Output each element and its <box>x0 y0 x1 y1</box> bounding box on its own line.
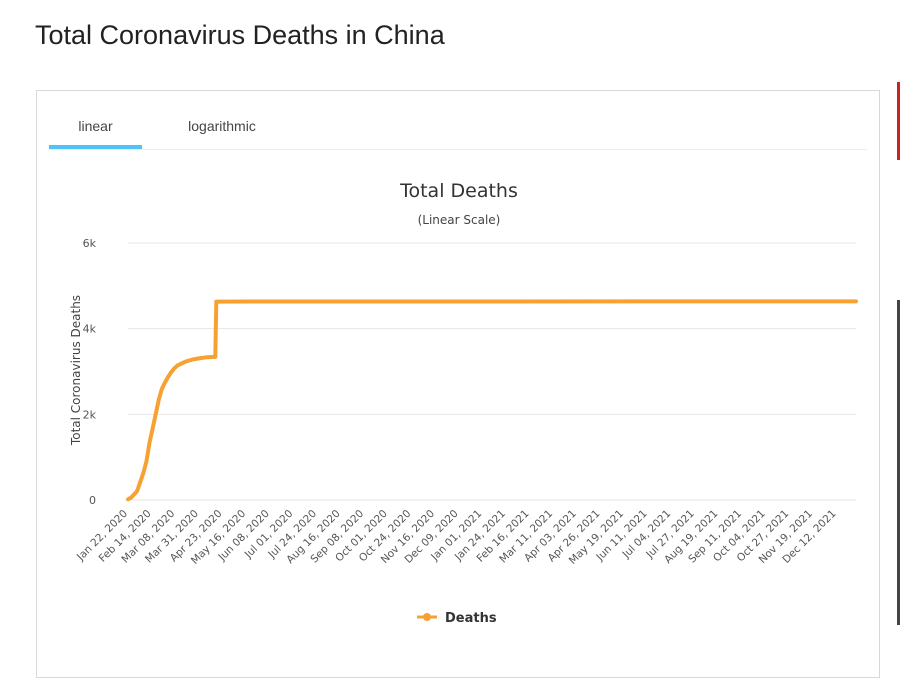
y-tick-label: 2k <box>83 408 97 421</box>
y-tick-label: 6k <box>83 237 97 250</box>
edge-accent-bar <box>897 82 900 160</box>
page-title: Total Coronavirus Deaths in China <box>35 20 445 50</box>
series-layer <box>126 299 858 502</box>
y-axis-ticks: 0 2k 4k 6k <box>83 237 97 507</box>
series-line-deaths[interactable] <box>126 299 858 502</box>
tab-linear[interactable]: linear <box>49 91 142 149</box>
chart-subtitle: (Linear Scale) <box>418 213 501 227</box>
chart-card: linear logarithmic Total Deaths (Linear … <box>36 90 880 678</box>
edge-panel-bar <box>897 300 900 625</box>
y-tick-label: 0 <box>89 494 96 507</box>
y-axis-label: Total Coronavirus Deaths <box>69 295 83 446</box>
legend[interactable]: Deaths <box>417 611 497 626</box>
tab-logarithmic[interactable]: logarithmic <box>188 118 256 134</box>
grid-lines <box>128 242 856 501</box>
deaths-line-chart: Total Deaths (Linear Scale) Total Corona… <box>69 180 858 626</box>
legend-label-deaths: Deaths <box>445 611 497 626</box>
legend-marker-icon <box>423 613 431 621</box>
chart-title: Total Deaths <box>399 180 518 202</box>
scale-tabs: linear logarithmic <box>49 91 867 150</box>
y-tick-label: 4k <box>83 323 97 336</box>
